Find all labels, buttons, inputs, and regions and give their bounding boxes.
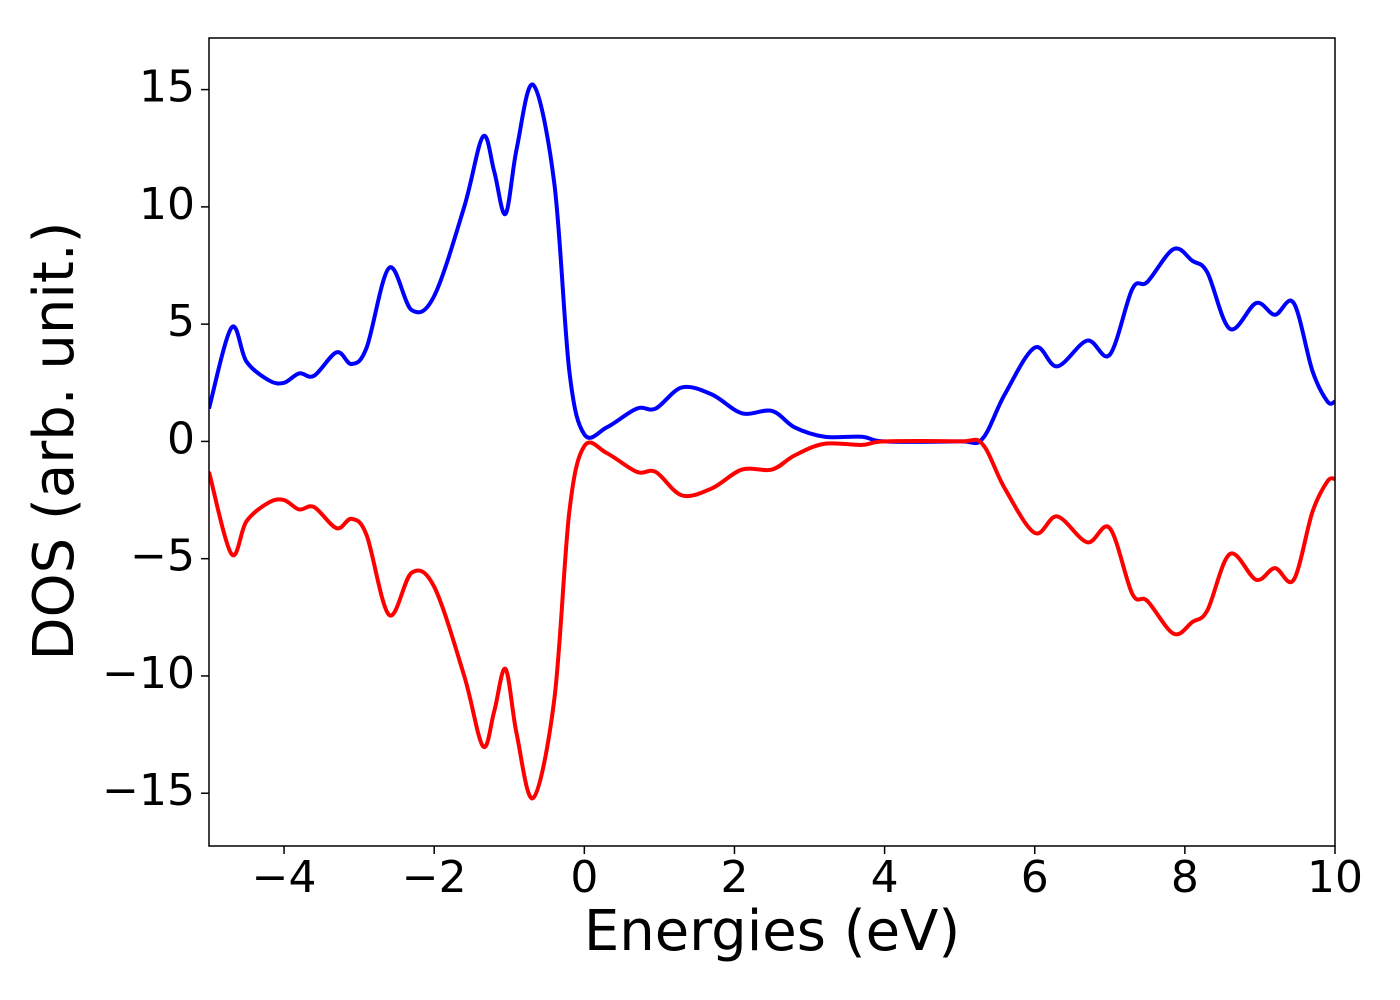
x-tick-label: 2 [720, 852, 748, 903]
series-line [209, 437, 1335, 800]
y-tick-label: 10 [139, 179, 195, 230]
y-tick-label: −5 [130, 531, 195, 582]
y-tick-label: 5 [167, 296, 195, 347]
plot-frame [208, 37, 1336, 847]
y-tick-label: 15 [139, 62, 195, 113]
x-tick-label: 10 [1307, 852, 1363, 903]
series-line [209, 82, 1335, 446]
y-tick-label: −15 [102, 765, 195, 816]
x-tick-label: 6 [1021, 852, 1049, 903]
y-tick-label: 0 [167, 413, 195, 464]
y-axis-label: DOS (arb. unit.) [22, 221, 87, 660]
x-axis-label: Energies (eV) [584, 899, 960, 964]
x-tick-label: 4 [871, 852, 899, 903]
x-tick-label: 8 [1171, 852, 1199, 903]
x-tick-label: 0 [570, 852, 598, 903]
x-tick-label: −2 [402, 852, 467, 903]
y-tick-label: −10 [102, 648, 195, 699]
x-tick-label: −4 [252, 852, 317, 903]
